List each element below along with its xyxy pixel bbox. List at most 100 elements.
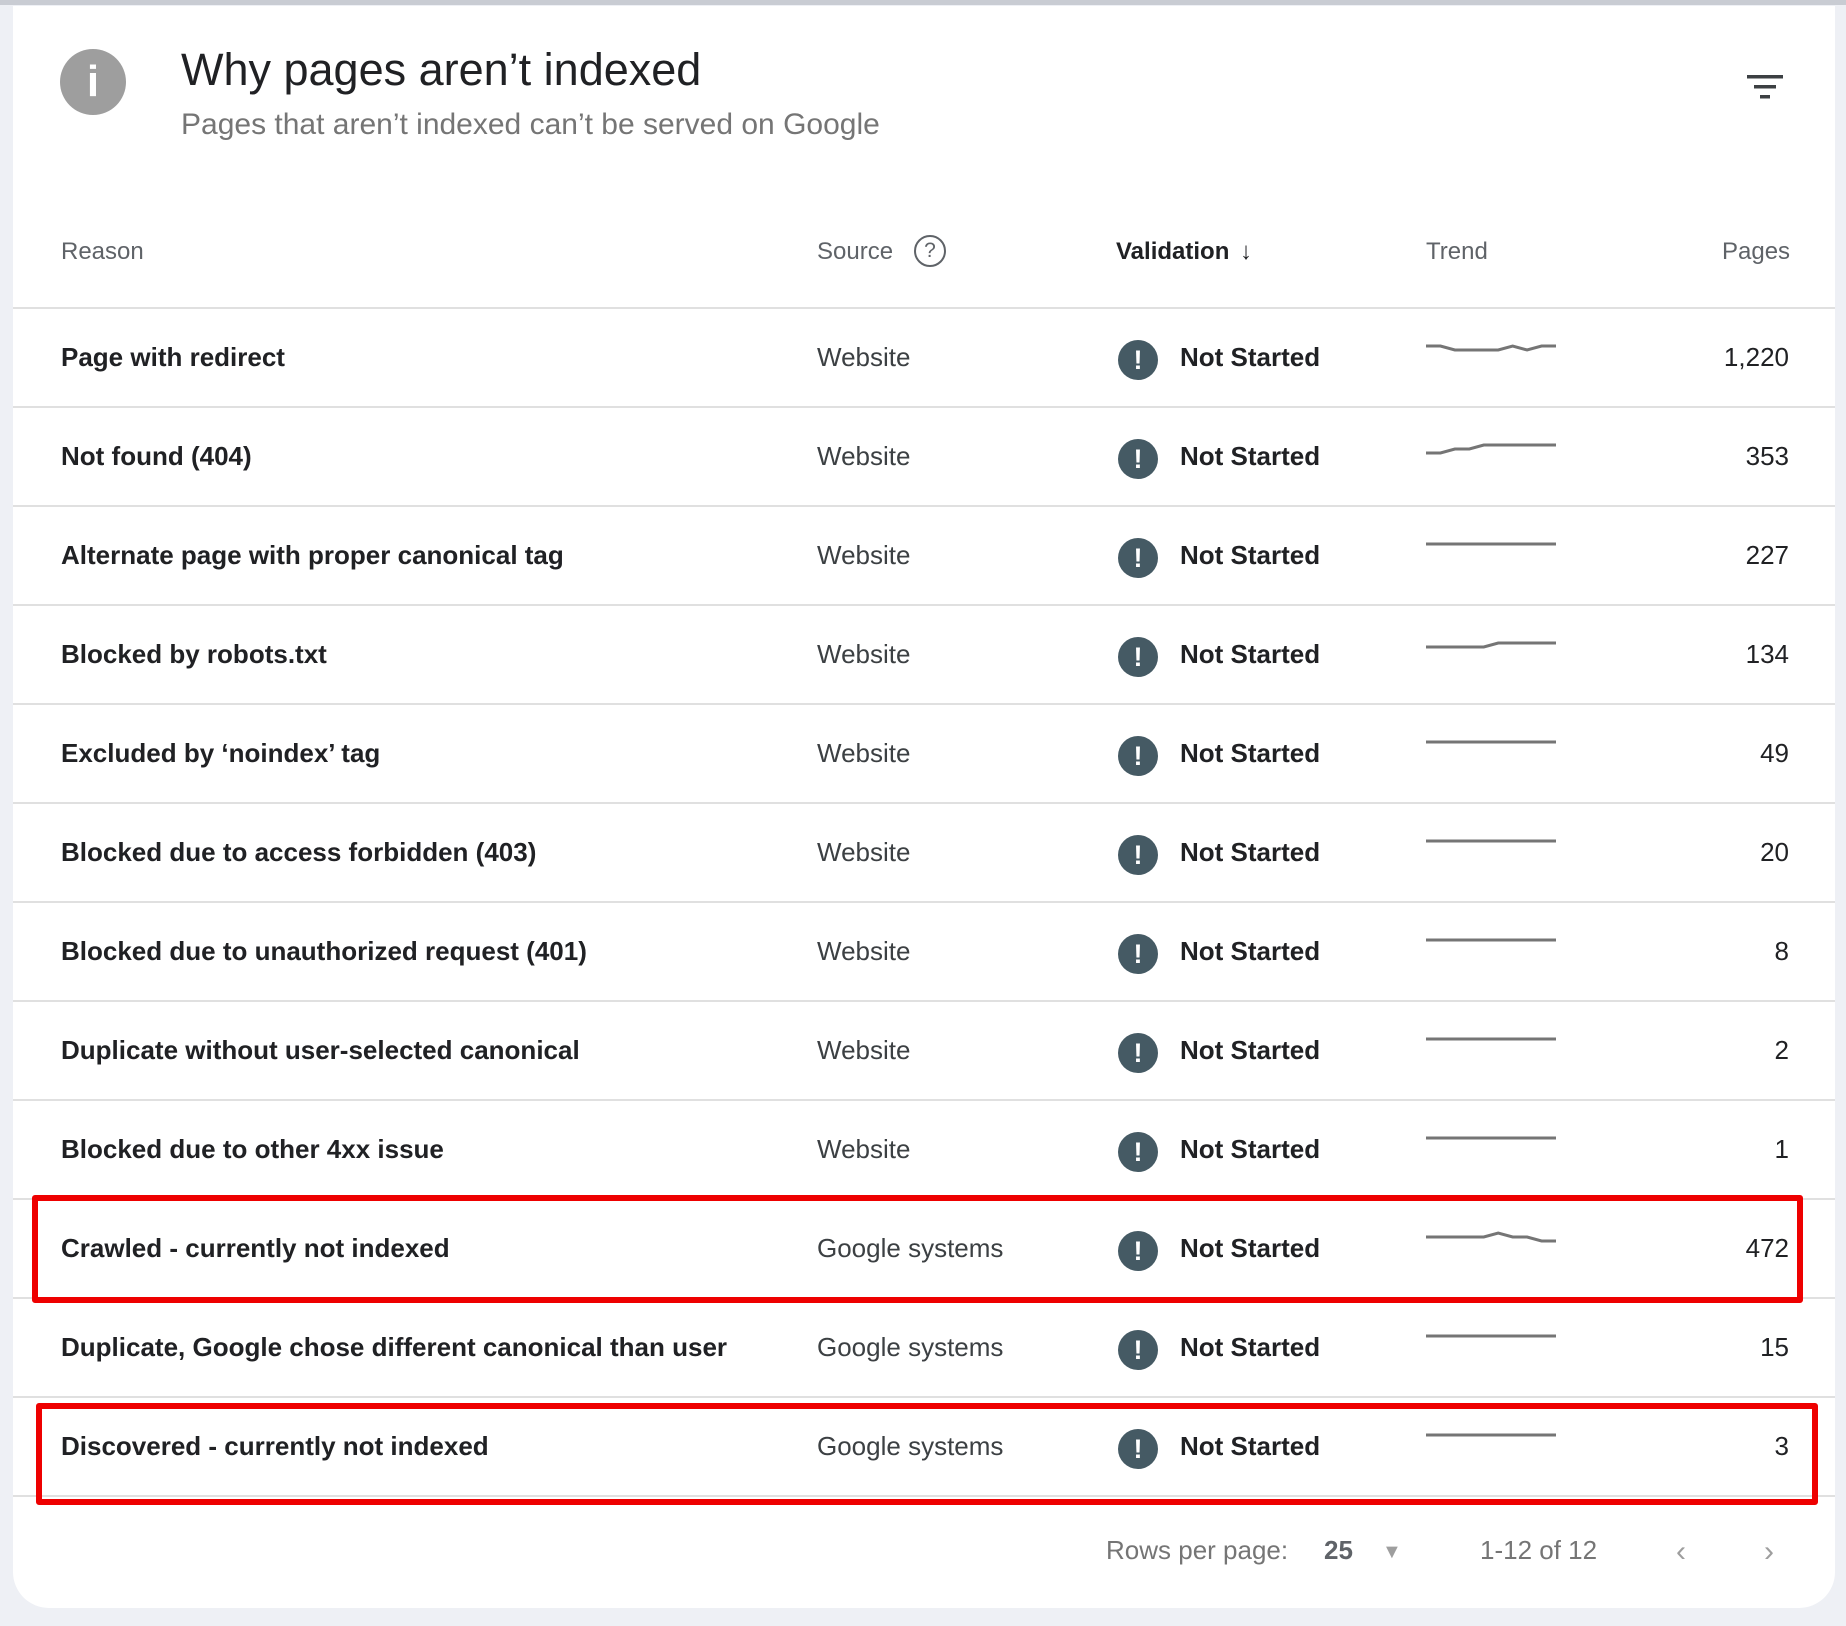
highlight-box <box>36 1403 1818 1505</box>
trend-sparkline <box>1426 542 1556 546</box>
warning-icon: ! <box>1118 1330 1158 1370</box>
reason-cell: Alternate page with proper canonical tag <box>61 540 564 570</box>
validation-status: Not Started <box>1180 1431 1321 1461</box>
validation-status: Not Started <box>1180 837 1321 867</box>
reason-cell: Duplicate, Google chose different canoni… <box>61 1332 728 1362</box>
trend-line <box>1426 344 1556 352</box>
row-divider <box>13 1099 1835 1101</box>
source-cell: Google systems <box>817 1332 1004 1362</box>
source-cell: Website <box>817 1035 911 1065</box>
reason-cell: Blocked due to other 4xx issue <box>61 1134 444 1164</box>
table-row[interactable]: Discovered - currently not indexed Googl… <box>13 1397 1835 1496</box>
validation-status: Not Started <box>1180 540 1321 570</box>
header-divider <box>13 307 1835 309</box>
trend-sparkline <box>1426 1231 1556 1243</box>
warning-icon: ! <box>1118 637 1158 677</box>
pages-count: 49 <box>1760 738 1789 768</box>
row-divider <box>13 604 1835 606</box>
trend-sparkline <box>1426 1037 1556 1041</box>
validation-status: Not Started <box>1180 936 1321 966</box>
validation-status: Not Started <box>1180 738 1321 768</box>
trend-sparkline <box>1426 839 1556 843</box>
table-row[interactable]: Page with redirect Website ! Not Started… <box>13 308 1835 407</box>
pages-count: 353 <box>1745 441 1789 471</box>
column-header-reason[interactable]: Reason <box>61 238 144 265</box>
source-cell: Google systems <box>817 1431 1004 1461</box>
pagination-range: 1-12 of 12 <box>1480 1535 1598 1565</box>
trend-line <box>1426 1231 1556 1243</box>
column-header-source[interactable]: Source <box>817 238 894 265</box>
reason-cell: Discovered - currently not indexed <box>61 1431 489 1461</box>
warning-icon: ! <box>1118 934 1158 974</box>
pages-count: 134 <box>1745 639 1789 669</box>
next-page-icon[interactable]: › <box>1764 1535 1774 1568</box>
row-divider <box>13 1396 1835 1398</box>
source-cell: Website <box>817 441 911 471</box>
warning-icon: ! <box>1118 736 1158 776</box>
source-cell: Website <box>817 837 911 867</box>
rows-per-page-label: Rows per page: <box>1106 1535 1289 1565</box>
validation-status: Not Started <box>1180 1332 1321 1362</box>
pages-count: 8 <box>1774 936 1789 966</box>
pages-count: 1,220 <box>1723 342 1789 372</box>
validation-status: Not Started <box>1180 1134 1321 1164</box>
warning-icon: ! <box>1118 1033 1158 1073</box>
pages-count: 15 <box>1760 1332 1789 1362</box>
warning-icon: ! <box>1118 340 1158 380</box>
warning-icon: ! <box>1118 1132 1158 1172</box>
validation-status: Not Started <box>1180 1233 1321 1263</box>
table-row[interactable]: Blocked by robots.txt Website ! Not Star… <box>13 605 1835 704</box>
validation-status: Not Started <box>1180 441 1321 471</box>
sort-down-arrow-icon[interactable]: ↓ <box>1240 238 1252 265</box>
validation-status: Not Started <box>1180 342 1321 372</box>
trend-sparkline <box>1426 344 1556 352</box>
table-row[interactable]: Duplicate, Google chose different canoni… <box>13 1298 1835 1397</box>
warning-icon: ! <box>1118 835 1158 875</box>
dropdown-arrow-icon[interactable]: ▼ <box>1382 1541 1402 1563</box>
table-row[interactable]: Blocked due to other 4xx issue Website !… <box>13 1100 1835 1199</box>
warning-icon: ! <box>1118 1231 1158 1271</box>
pages-count: 3 <box>1774 1431 1789 1461</box>
highlight-box <box>32 1195 1803 1303</box>
pages-count: 1 <box>1774 1134 1789 1164</box>
trend-sparkline <box>1426 641 1556 649</box>
column-header-pages[interactable]: Pages <box>1722 238 1791 265</box>
row-divider <box>13 802 1835 804</box>
column-header-validation[interactable]: Validation <box>1116 238 1230 265</box>
page-subtitle: Pages that aren’t indexed can’t be serve… <box>181 108 880 141</box>
row-divider <box>13 1000 1835 1002</box>
table-row[interactable]: Blocked due to unauthorized request (401… <box>13 902 1835 1001</box>
top-border <box>0 0 1846 5</box>
trend-sparkline <box>1426 443 1556 455</box>
validation-status: Not Started <box>1180 1035 1321 1065</box>
reason-cell: Excluded by ‘noindex’ tag <box>61 738 381 768</box>
table-row[interactable]: Alternate page with proper canonical tag… <box>13 506 1835 605</box>
row-divider <box>13 901 1835 903</box>
reason-cell: Blocked by robots.txt <box>61 639 327 669</box>
reason-cell: Crawled - currently not indexed <box>61 1233 450 1263</box>
table-row[interactable]: Duplicate without user-selected canonica… <box>13 1001 1835 1100</box>
help-icon[interactable]: ? <box>914 235 946 267</box>
column-header-trend[interactable]: Trend <box>1426 238 1488 265</box>
reason-cell: Blocked due to access forbidden (403) <box>61 837 537 867</box>
info-icon: i <box>60 49 126 115</box>
previous-page-icon[interactable]: ‹ <box>1676 1535 1686 1568</box>
source-cell: Website <box>817 342 911 372</box>
table-row[interactable]: Blocked due to access forbidden (403) We… <box>13 803 1835 902</box>
table-row[interactable]: Crawled - currently not indexed Google s… <box>13 1199 1835 1298</box>
table-row[interactable]: Not found (404) Website ! Not Started 35… <box>13 407 1835 506</box>
table-row[interactable]: Excluded by ‘noindex’ tag Website ! Not … <box>13 704 1835 803</box>
row-divider <box>13 703 1835 705</box>
page-title: Why pages aren’t indexed <box>181 44 702 95</box>
trend-line <box>1426 443 1556 455</box>
rows-per-page-select[interactable]: 25 <box>1324 1535 1353 1565</box>
source-cell: Website <box>817 1134 911 1164</box>
warning-icon: ! <box>1118 538 1158 578</box>
filter-icon[interactable] <box>1745 72 1785 102</box>
report-card <box>13 6 1835 1608</box>
row-divider <box>13 1495 1835 1497</box>
warning-icon: ! <box>1118 1429 1158 1469</box>
warning-icon: ! <box>1118 439 1158 479</box>
source-cell: Website <box>817 540 911 570</box>
source-cell: Google systems <box>817 1233 1004 1263</box>
